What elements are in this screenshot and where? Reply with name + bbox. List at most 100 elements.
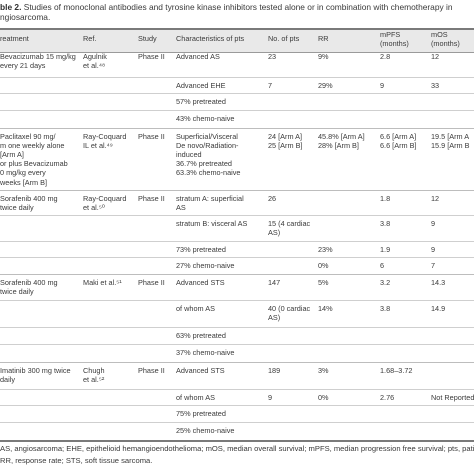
table-cell-study: Phase II: [138, 366, 165, 375]
group-divider: [0, 190, 474, 191]
table-cell-ref: Ray-Coquard et al.⁵⁰: [83, 194, 127, 213]
table-cell-mpfs: 6.6 [Arm A] 6.6 [Arm B]: [380, 132, 417, 151]
table-cell-mos: 9: [431, 245, 436, 254]
table-cell-mos: 9: [431, 219, 436, 228]
table-cell-characteristics: Advanced AS: [176, 52, 220, 61]
table-cell-num-pts: 40 (0 cardiac AS): [268, 304, 311, 323]
table-cell-mos: 7: [431, 261, 436, 270]
table-cell-rr: 23%: [318, 245, 333, 254]
table-cell-characteristics: 63% pretreated: [176, 331, 226, 340]
table-cell-characteristics: stratum B: visceral AS: [176, 219, 248, 228]
table-cell-num-pts: 26: [268, 194, 277, 203]
table-cell-study: Phase II: [138, 132, 165, 141]
group-divider: [0, 274, 474, 275]
table-cell-mpfs: 1.9: [380, 245, 391, 254]
table-cell-characteristics: 27% chemo-naive: [176, 261, 235, 270]
caption-text: Studies of monoclonal antibodies and tyr…: [23, 2, 453, 12]
caption-line-1: ble 2. Studies of monoclonal antibodies …: [0, 2, 474, 12]
table-cell-characteristics: 57% pretreated: [176, 97, 226, 106]
table-cell-mpfs: 3.8: [380, 304, 391, 313]
table-cell-num-pts: 9: [268, 393, 273, 402]
table-cell-mpfs: 1.68–3.72: [380, 366, 413, 375]
table-label: ble 2.: [0, 2, 22, 12]
table-cell-study: Phase II: [138, 278, 165, 287]
table-cell-treatment: Paclitaxel 90 mg/m one weekly alone [Arm …: [0, 132, 68, 187]
table-cell-characteristics: stratum A: superficial AS: [176, 194, 244, 213]
table-cell-rr: 29%: [318, 81, 333, 90]
column-header-study: Study: [138, 34, 157, 43]
table-cell-num-pts: 189: [268, 366, 281, 375]
table-cell-mos: 33: [431, 81, 440, 90]
table-cell-treatment: Imatinib 300 mg twice daily: [0, 366, 71, 385]
table-caption: ble 2. Studies of monoclonal antibodies …: [0, 2, 474, 23]
footnote-line-2: RR, response rate; STS, soft tissue sarc…: [0, 456, 153, 465]
column-header-mos: mOS (months): [431, 30, 460, 49]
table-cell-mpfs: 3.8: [380, 219, 391, 228]
row-divider: [0, 389, 474, 390]
table-cell-characteristics: Advanced STS: [176, 278, 225, 287]
table-cell-num-pts: 23: [268, 52, 277, 61]
table-cell-rr: 0%: [318, 393, 329, 402]
table-cell-study: Phase II: [138, 52, 165, 61]
table-cell-rr: 9%: [318, 52, 329, 61]
row-divider: [0, 215, 474, 216]
row-divider: [0, 422, 474, 423]
table-cell-characteristics: of whom AS: [176, 393, 215, 402]
group-divider: [0, 128, 474, 129]
table-cell-characteristics: 73% pretreated: [176, 245, 226, 254]
table-cell-mos: 12: [431, 52, 440, 61]
table-cell-characteristics: Advanced STS: [176, 366, 225, 375]
group-divider: [0, 362, 474, 363]
column-header-rr: RR: [318, 34, 329, 43]
table-cell-num-pts: 147: [268, 278, 281, 287]
table-cell-treatment: Sorafenib 400 mg twice daily: [0, 194, 58, 213]
table-cell-ref: Chugh et al.⁵²: [83, 366, 105, 385]
row-divider: [0, 344, 474, 345]
table-cell-characteristics: Superficial/Visceral De novo/Radiation-in…: [176, 132, 241, 178]
table-cell-rr: 0%: [318, 261, 329, 270]
row-divider: [0, 300, 474, 301]
table-header: [0, 28, 474, 53]
table-cell-num-pts: 7: [268, 81, 273, 90]
row-divider: [0, 405, 474, 406]
table-cell-characteristics: 37% chemo-naive: [176, 348, 235, 357]
table-cell-characteristics: 25% chemo-naive: [176, 426, 235, 435]
row-divider: [0, 257, 474, 258]
table-cell-mpfs: 3.2: [380, 278, 391, 287]
table-cell-rr: 3%: [318, 366, 329, 375]
table-cell-mpfs: 1.8: [380, 194, 391, 203]
table-cell-ref: Maki et al.⁵¹: [83, 278, 122, 287]
table-cell-ref: Agulnik et al.⁴⁸: [83, 52, 107, 71]
table-cell-num-pts: 15 (4 cardiac AS): [268, 219, 311, 238]
table-cell-characteristics: 75% pretreated: [176, 409, 226, 418]
table-cell-mos: 14.9: [431, 304, 446, 313]
row-divider: [0, 241, 474, 242]
footnote-line-1: AS, angiosarcoma; EHE, epithelioid heman…: [0, 444, 474, 453]
row-divider: [0, 327, 474, 328]
table-cell-characteristics: of whom AS: [176, 304, 215, 313]
table-cell-rr: 45.8% [Arm A] 28% [Arm B]: [318, 132, 365, 151]
table-cell-treatment: Bevacizumab 15 mg/kg every 21 days: [0, 52, 76, 71]
table-cell-mos: 12: [431, 194, 440, 203]
table-cell-mos: 14.3: [431, 278, 446, 287]
table-cell-mos: 19.5 [Arm A 15.9 [Arm B: [431, 132, 470, 151]
table-cell-study: Phase II: [138, 194, 165, 203]
row-divider: [0, 93, 474, 94]
table-cell-rr: 5%: [318, 278, 329, 287]
caption-line-2: ngiosarcoma.: [0, 12, 51, 23]
table-cell-rr: 14%: [318, 304, 333, 313]
table-cell-treatment: Sorafenib 400 mg twice daily: [0, 278, 58, 297]
column-header-treatment: reatment: [0, 34, 29, 43]
table-cell-num-pts: 24 [Arm A] 25 [Arm B]: [268, 132, 303, 151]
table-cell-mpfs: 6: [380, 261, 385, 270]
row-divider: [0, 77, 474, 78]
table-cell-ref: Ray-Coquard IL et al.⁴⁹: [83, 132, 127, 151]
column-header-ref: Ref.: [83, 34, 97, 43]
table-cell-mpfs: 9: [380, 81, 385, 90]
column-header-characteristics: Characteristics of pts: [176, 34, 245, 43]
table-cell-characteristics: 43% chemo-naive: [176, 114, 235, 123]
column-header-mpfs: mPFS (months): [380, 30, 409, 49]
table-cell-mpfs: 2.76: [380, 393, 395, 402]
row-divider: [0, 110, 474, 111]
table-cell-mos: Not Reported: [431, 393, 474, 402]
